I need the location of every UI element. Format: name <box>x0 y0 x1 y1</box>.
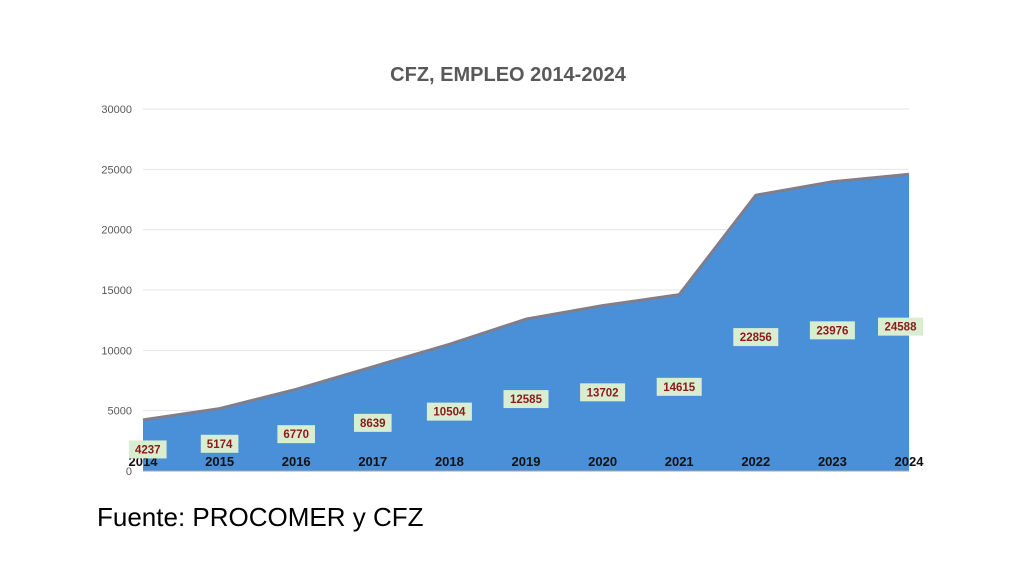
data-label: 24588 <box>878 317 923 336</box>
data-label: 4237 <box>129 440 167 459</box>
data-label: 13702 <box>580 383 626 402</box>
x-tick-label: 2018 <box>435 454 464 469</box>
x-tick-label: 2021 <box>665 454 694 469</box>
area-series <box>143 174 909 471</box>
x-tick-label: 2017 <box>358 454 387 469</box>
data-label: 6770 <box>277 425 315 444</box>
data-label-box <box>200 434 239 453</box>
x-tick-label: 2023 <box>818 454 847 469</box>
y-tick-label: 5000 <box>108 406 132 418</box>
y-tick-label: 30000 <box>101 104 132 116</box>
data-label-value: 5174 <box>207 439 233 451</box>
x-tick-label: 2020 <box>588 454 617 469</box>
chart: CFZ, EMPLEO 2014-2024 0 5000 10000 15000 200… <box>101 64 925 478</box>
chart-svg: CFZ, EMPLEO 2014-2024 0 5000 10000 15000 200… <box>101 64 925 478</box>
data-label-value: 14615 <box>663 382 696 394</box>
data-label-box <box>354 413 392 432</box>
data-labels: 4237 5174 6770 8639 10504 12585 13702 14615 2285… <box>129 317 923 459</box>
x-tick-label: 2016 <box>282 454 311 469</box>
data-label-value: 22856 <box>740 332 772 344</box>
y-tick-label: 25000 <box>101 164 132 176</box>
data-label-box <box>503 390 549 409</box>
y-axis: 0 5000 10000 15000 20000 25000 30000 <box>101 104 132 478</box>
area-layer <box>142 172 910 472</box>
data-label-box <box>426 402 472 421</box>
data-label-box <box>809 321 855 340</box>
data-label: 12585 <box>503 390 549 409</box>
y-tick-label: 10000 <box>101 345 132 357</box>
data-label-value: 24588 <box>885 322 918 334</box>
chart-title: CFZ, EMPLEO 2014-2024 <box>390 64 627 86</box>
data-label-box <box>129 440 167 459</box>
y-tick-label: 20000 <box>101 225 132 237</box>
data-label-value: 8639 <box>360 418 386 430</box>
x-tick-label: 2019 <box>512 454 541 469</box>
data-label: 10504 <box>426 402 472 421</box>
data-label-value: 12585 <box>510 394 543 406</box>
data-label-box <box>580 383 626 402</box>
y-tick-label: 15000 <box>101 285 132 297</box>
x-tick-label: 2015 <box>205 454 234 469</box>
data-label-value: 6770 <box>283 429 309 441</box>
x-tick-label: 2022 <box>741 454 770 469</box>
x-tick-label: 2024 <box>895 454 925 469</box>
x-axis: 2014 2015 2016 2017 2018 2019 2020 2021 2022 2023… <box>129 454 925 469</box>
area-outline <box>142 172 910 422</box>
y-tick-label: 0 <box>126 466 132 478</box>
data-label-box <box>656 377 702 396</box>
data-label: 14615 <box>656 377 702 396</box>
data-label-value: 23976 <box>816 325 848 337</box>
data-label: 23976 <box>809 321 855 340</box>
data-label: 22856 <box>733 328 779 347</box>
data-label-value: 4237 <box>135 444 161 456</box>
data-label-box <box>878 317 923 336</box>
source-note: Fuente: PROCOMER y CFZ <box>97 502 424 532</box>
data-label-value: 13702 <box>587 387 619 399</box>
data-label: 5174 <box>200 434 239 453</box>
data-label-box <box>733 328 779 347</box>
data-label-value: 10504 <box>433 407 466 419</box>
data-label: 8639 <box>354 413 392 432</box>
data-label-box <box>277 425 315 444</box>
